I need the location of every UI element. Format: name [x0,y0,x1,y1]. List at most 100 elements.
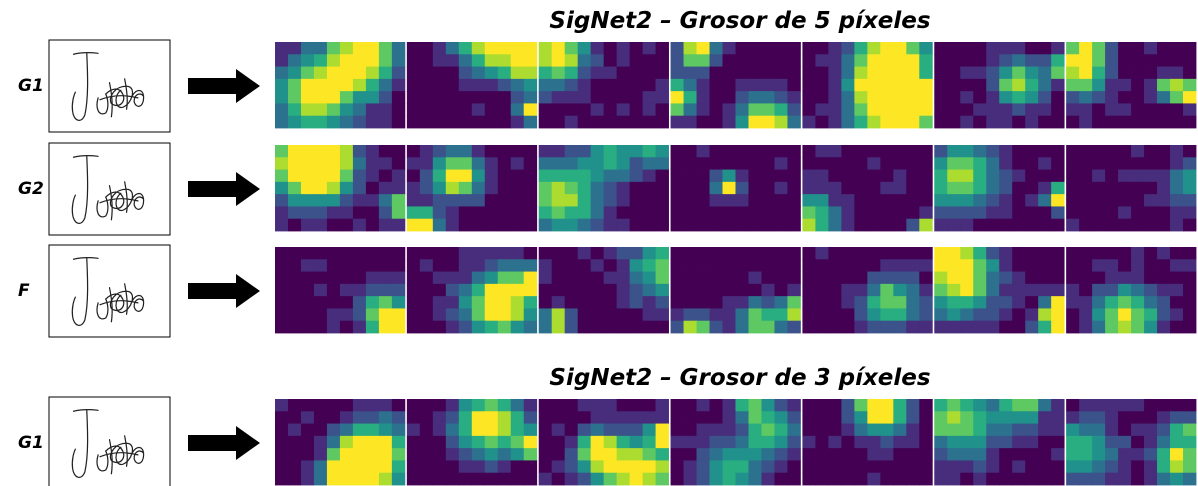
heatmap-cell [671,399,684,412]
heatmap-cell [524,79,537,92]
heatmap-cell [1025,91,1038,104]
heatmap-cell [578,448,591,461]
heatmap-cell [275,79,288,92]
heatmap-cell [973,170,986,183]
heatmap-cell [761,411,774,424]
heatmap-cell [1012,321,1025,334]
signature-frame [49,245,170,337]
heatmap-cell [736,67,749,80]
heatmap-cell [643,42,656,55]
heatmap-cell [288,436,301,449]
heatmap-cell [1131,206,1144,219]
heatmap-cell [815,296,828,309]
heatmap-cell [591,170,604,183]
heatmap-cell [1157,42,1170,55]
heatmap-cell [643,259,656,272]
heatmap-cell [353,308,366,321]
heatmap-cell [919,411,932,424]
heatmap-cell [301,436,314,449]
heatmap-cell [1144,79,1157,92]
heatmap-cell [684,448,697,461]
heatmap-cell [1118,194,1131,207]
heatmap-cell [787,321,800,334]
heatmap-cell [524,219,537,232]
heatmap-cell [1170,424,1183,437]
heatmap-cell [472,424,485,437]
heatmap-cell [1079,67,1092,80]
heatmap-cell [774,67,787,80]
heatmap-cell [1066,321,1079,334]
heatmap-cell [841,284,854,297]
heatmap-cell [1092,103,1105,116]
heatmap-cell [446,473,459,486]
heatmap-cell [1079,182,1092,195]
heatmap-cell [275,296,288,309]
heatmap-cell [684,67,697,80]
heatmap-cell [960,259,973,272]
heatmap-cell [1066,116,1079,129]
heatmap-cell [684,399,697,412]
heatmap-cell [578,399,591,412]
heatmap-cell [630,399,643,412]
heatmap-cell [815,399,828,412]
heatmap-cell [1157,448,1170,461]
heatmap-cell [539,42,552,55]
heatmap-cell [906,42,919,55]
heatmap-cell [604,103,617,116]
heatmap-cell [1170,145,1183,158]
heatmap-cell [366,308,379,321]
heatmap-cell [893,170,906,183]
heatmap-cell [327,448,340,461]
heatmap-cell [275,170,288,183]
heatmap-cell [1038,399,1051,412]
heatmap-cell [1144,42,1157,55]
heatmap-cell [420,54,433,67]
heatmap-cell [353,284,366,297]
heatmap-cell [433,219,446,232]
heatmap-cell [353,145,366,158]
heatmap-cell [867,91,880,104]
heatmap-cell [288,321,301,334]
heatmap-cell [1025,296,1038,309]
heatmap-cell [1012,247,1025,260]
heatmap-cell [1012,182,1025,195]
heatmap-cell [617,182,630,195]
heatmap-cell [366,103,379,116]
heatmap-cell [919,79,932,92]
heatmap-cell [1051,424,1064,437]
heatmap-cell [815,272,828,285]
heatmap-cell [327,182,340,195]
heatmap-cell [684,259,697,272]
heatmap-cell [828,460,841,473]
heatmap-cell [591,436,604,449]
heatmap-cell [420,157,433,170]
heatmap-cell [288,219,301,232]
heatmap-cell [1131,296,1144,309]
heatmap-cell [1051,145,1064,158]
heatmap-cell [433,284,446,297]
heatmap-cell [617,411,630,424]
heatmap-cell [617,54,630,67]
heatmap-cell [1092,296,1105,309]
heatmap-cell [643,284,656,297]
heatmap-cell [802,399,815,412]
heatmap-cell [524,473,537,486]
heatmap-cell [630,170,643,183]
heatmap-cell [392,145,405,158]
heatmap-cell [697,145,710,158]
heatmap-cell [1157,103,1170,116]
heatmap-cell [960,42,973,55]
heatmap-cell [552,247,565,260]
heatmap-cell [407,399,420,412]
heatmap-cell [761,296,774,309]
heatmap-cell [854,272,867,285]
heatmap-cell [552,54,565,67]
heatmap-cell [774,54,787,67]
arrow [188,426,260,460]
heatmap-cell [748,194,761,207]
heatmap-cell [539,145,552,158]
heatmap-cell [684,284,697,297]
heatmap-cell [565,145,578,158]
heatmap-cell [787,448,800,461]
heatmap-cell [379,272,392,285]
